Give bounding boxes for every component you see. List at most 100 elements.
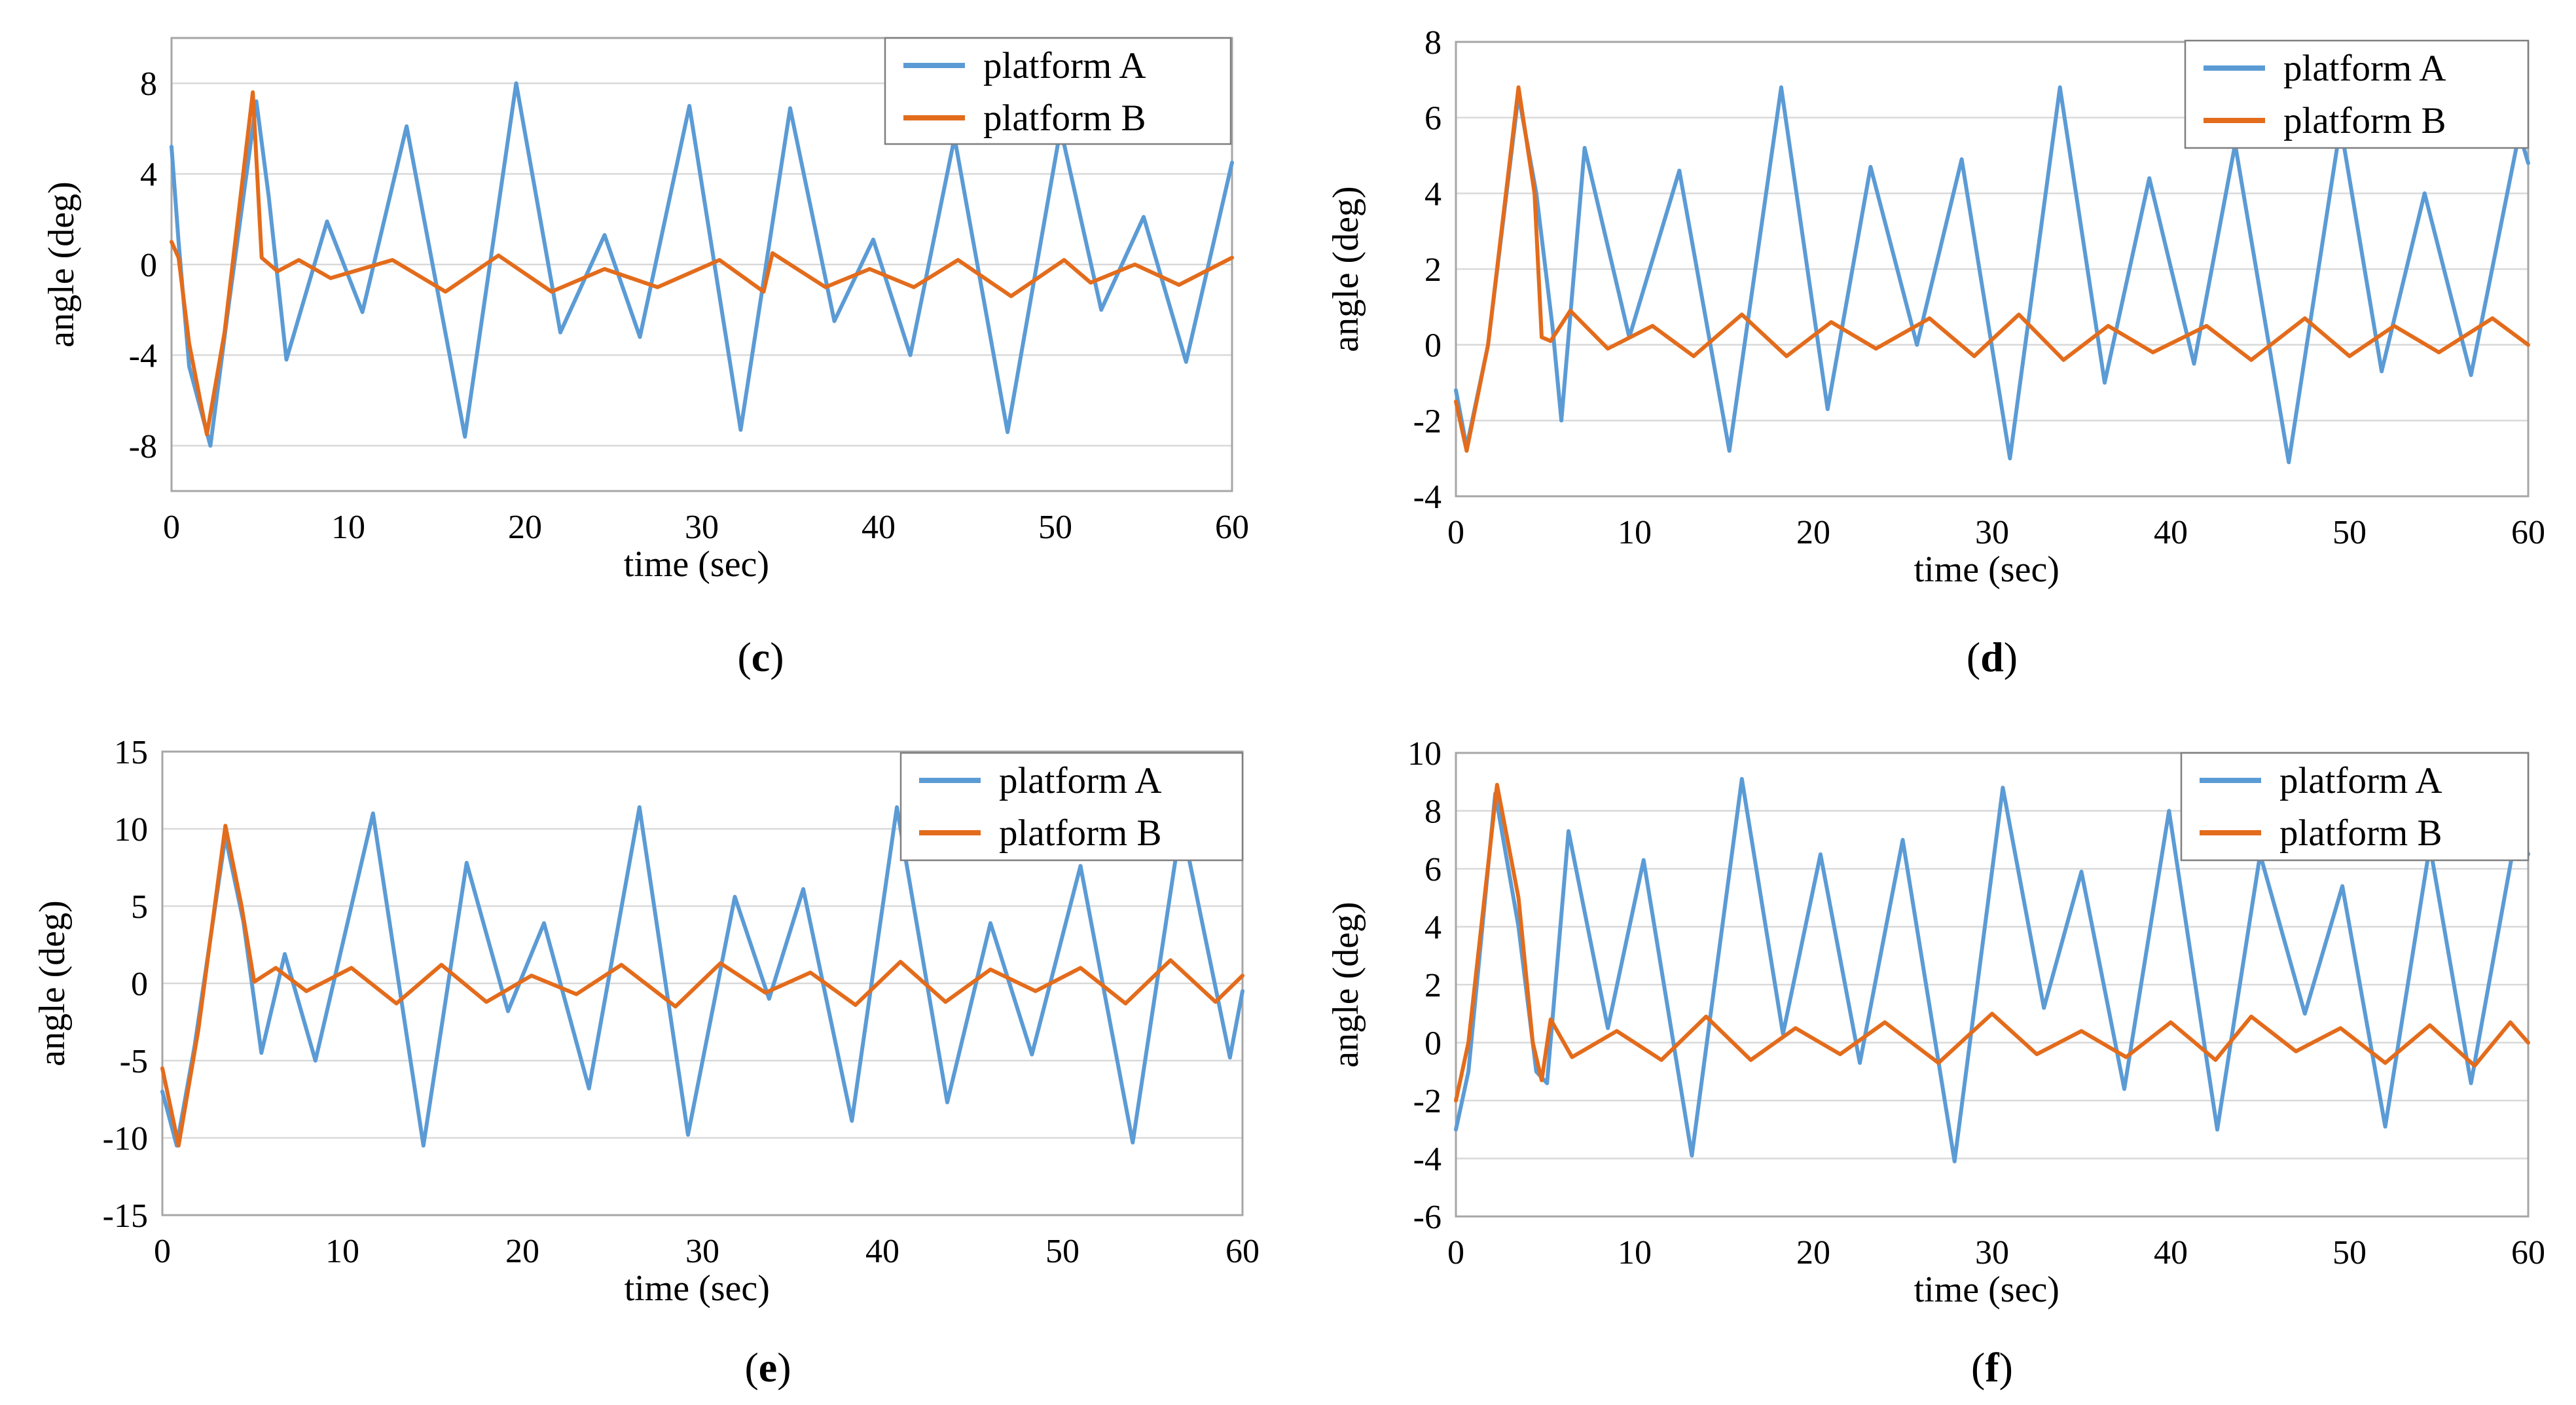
y-axis-title: angle (deg) xyxy=(1326,902,1366,1067)
legend: platform A platform B xyxy=(2180,752,2530,862)
x-tick-label: 0 xyxy=(163,509,180,546)
x-tick-label: 40 xyxy=(2154,1234,2188,1271)
panel-label: (e) xyxy=(744,1344,791,1391)
x-tick-label: 20 xyxy=(508,509,542,546)
x-tick-label: 50 xyxy=(1038,509,1072,546)
y-axis-title: angle (deg) xyxy=(1326,186,1366,352)
y-tick-label: 4 xyxy=(1424,175,1442,213)
x-tick-label: 60 xyxy=(1225,1233,1260,1270)
plot-frame xyxy=(1455,41,2530,498)
y-tick-label: 2 xyxy=(1424,967,1442,1004)
y-tick-label: 0 xyxy=(1424,1025,1442,1063)
y-tick-label: -10 xyxy=(103,1120,148,1158)
x-tick-label: 40 xyxy=(2154,514,2188,551)
y-tick-label: 6 xyxy=(1424,851,1442,888)
x-tick-label: 20 xyxy=(505,1233,539,1270)
legend-box xyxy=(884,37,1232,145)
series-line-platform-a xyxy=(160,805,1244,1148)
x-tick-label: 30 xyxy=(1975,514,2009,551)
panel-label: (f) xyxy=(1971,1344,2013,1391)
y-tick-label: -5 xyxy=(120,1043,148,1080)
series-line-platform-a xyxy=(1454,776,2530,1163)
series-line-platform-b xyxy=(170,90,1234,437)
x-tick-label: 10 xyxy=(1618,514,1652,551)
y-tick-label: -2 xyxy=(1413,403,1442,440)
legend-entry: platform A xyxy=(983,45,1146,86)
y-tick-label: 2 xyxy=(1424,251,1442,289)
series-line-platform-b xyxy=(160,824,1244,1148)
series-line-platform-b xyxy=(1454,782,2530,1103)
legend: platform A platform B xyxy=(2184,39,2530,149)
x-tick-label: 0 xyxy=(1447,514,1464,551)
panel-label: (c) xyxy=(737,634,784,680)
legend-box xyxy=(2184,39,2530,149)
x-axis-title: time (sec) xyxy=(624,544,769,585)
y-tick-label: 8 xyxy=(140,65,157,103)
x-tick-label: 0 xyxy=(154,1233,171,1270)
x-tick-label: 60 xyxy=(2511,1234,2545,1271)
y-axis-title: angle (deg) xyxy=(32,900,73,1066)
y-tick-label: 5 xyxy=(131,888,148,926)
legend: platform A platform B xyxy=(899,752,1244,862)
legend-box xyxy=(899,752,1244,862)
legend: platform A platform B xyxy=(884,37,1232,145)
y-tick-label: -4 xyxy=(1413,1141,1442,1178)
plot-frame xyxy=(170,37,1233,492)
y-tick-label: -4 xyxy=(1413,479,1442,516)
x-tick-label: 20 xyxy=(1796,1234,1830,1271)
x-tick-label: 50 xyxy=(2332,1234,2367,1271)
y-tick-label: -2 xyxy=(1413,1083,1442,1120)
series-line-platform-a xyxy=(1454,85,2530,464)
y-tick-label: 8 xyxy=(1424,24,1442,62)
x-tick-label: 60 xyxy=(1215,509,1249,546)
plot-frame xyxy=(1455,752,2530,1218)
chart-panel-c: -8 -4 0 4 8 0 10 20 30 40 50 60 time (sec) angle (deg… xyxy=(41,37,1249,680)
legend-entry: platform B xyxy=(2279,812,2442,854)
y-tick-label: 10 xyxy=(1407,735,1442,773)
y-axis-title: angle (deg) xyxy=(41,181,82,347)
x-tick-label: 50 xyxy=(1045,1233,1079,1270)
legend-entry: platform A xyxy=(2283,48,2446,89)
legend-box xyxy=(2180,752,2530,862)
y-tick-label: -8 xyxy=(129,428,157,465)
panel-label: (d) xyxy=(1967,634,2018,680)
y-tick-label: 8 xyxy=(1424,794,1442,831)
legend-entry: platform B xyxy=(2283,100,2446,141)
x-axis-title: time (sec) xyxy=(1914,1269,2059,1310)
series-line-platform-b xyxy=(1454,85,2530,453)
plot-frame xyxy=(161,750,1244,1216)
y-tick-label: -15 xyxy=(103,1197,148,1235)
y-tick-label: 15 xyxy=(114,734,148,771)
legend-entry: platform B xyxy=(999,812,1162,854)
x-axis-title: time (sec) xyxy=(625,1268,770,1309)
x-tick-label: 30 xyxy=(685,509,719,546)
x-tick-label: 0 xyxy=(1447,1234,1464,1271)
y-tick-label: 4 xyxy=(140,156,157,194)
chart-panel-f: -6 -4 -2 0 2 4 6 8 10 0 10 20 30 40 50 60 time (sec) angl… xyxy=(1326,735,2545,1391)
y-tick-label: 6 xyxy=(1424,100,1442,137)
legend-entry: platform B xyxy=(983,98,1146,139)
x-tick-label: 40 xyxy=(862,509,896,546)
x-tick-label: 40 xyxy=(865,1233,899,1270)
x-tick-label: 10 xyxy=(325,1233,359,1270)
y-tick-label: -6 xyxy=(1413,1199,1442,1236)
chart-panel-e: -15 -10 -5 0 5 10 15 0 10 20 30 40 50 60 time (sec) ang… xyxy=(32,734,1260,1391)
legend-entry: platform A xyxy=(999,760,1162,801)
x-axis-title: time (sec) xyxy=(1914,549,2059,590)
y-tick-label: 4 xyxy=(1424,909,1442,947)
x-tick-label: 30 xyxy=(685,1233,719,1270)
y-tick-label: -4 xyxy=(129,337,157,374)
legend-entry: platform A xyxy=(2279,760,2442,801)
y-tick-label: 0 xyxy=(140,247,157,284)
x-tick-label: 10 xyxy=(1618,1234,1652,1271)
y-tick-label: 10 xyxy=(114,811,148,848)
y-tick-label: 0 xyxy=(1424,327,1442,365)
x-tick-label: 60 xyxy=(2511,514,2545,551)
gridlines xyxy=(172,82,1232,447)
x-tick-label: 30 xyxy=(1975,1234,2009,1271)
chart-panel-d: -4 -2 0 2 4 6 8 0 10 20 30 40 50 60 time (sec) angle (d… xyxy=(1326,24,2545,680)
y-tick-label: 0 xyxy=(131,966,148,1003)
x-tick-label: 50 xyxy=(2332,514,2367,551)
x-tick-label: 10 xyxy=(331,509,365,546)
